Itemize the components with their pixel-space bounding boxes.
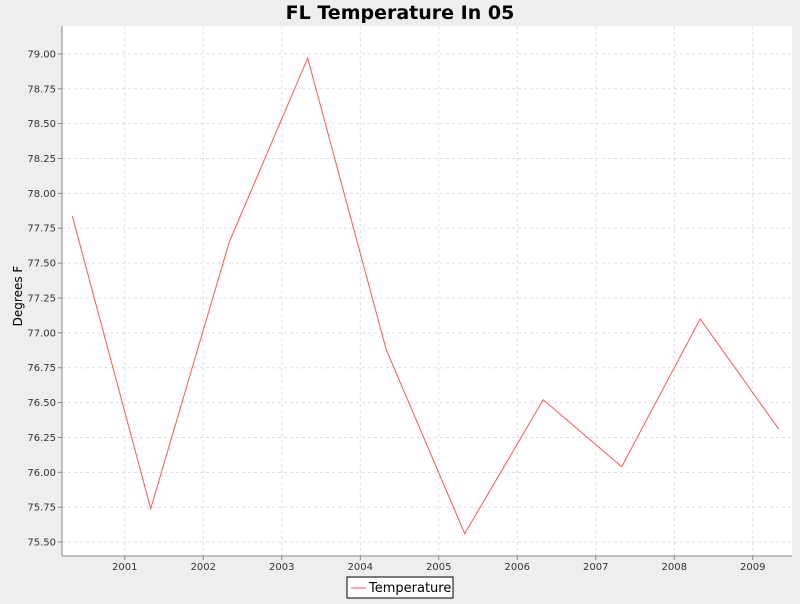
- y-tick-label: 77.00: [27, 328, 56, 339]
- x-tick-label: 2001: [112, 562, 137, 573]
- series-layer: [71, 56, 780, 535]
- tick-labels: 75.50 75.75 76.00 76.25 76.50 76.75 77.00 77.25…: [27, 49, 765, 573]
- x-tick-label: 2006: [505, 562, 530, 573]
- y-tick-label: 77.50: [27, 259, 56, 270]
- x-tick-label: 2007: [583, 562, 608, 573]
- y-tick-label: 77.75: [27, 224, 56, 235]
- y-tick-label: 77.25: [27, 293, 56, 304]
- x-tick-label: 2004: [348, 562, 373, 573]
- chart-title: FL Temperature In 05: [286, 2, 515, 24]
- x-tick-label: 2008: [662, 562, 687, 573]
- y-tick-label: 76.50: [27, 398, 56, 409]
- y-axis-label: Degrees F: [11, 266, 25, 327]
- x-tick-label: 2003: [269, 562, 294, 573]
- legend-label: Temperature: [368, 581, 451, 596]
- y-tick-label: 76.25: [27, 433, 56, 444]
- y-tick-label: 78.25: [27, 154, 56, 165]
- series-line-temperature: [71, 56, 780, 535]
- x-tick-label: 2005: [426, 562, 451, 573]
- x-tick-label: 2009: [740, 562, 765, 573]
- plot-area: [62, 26, 792, 556]
- y-tick-label: 78.50: [27, 119, 56, 130]
- x-tick-label: 2002: [191, 562, 216, 573]
- legend-box: [346, 576, 454, 599]
- y-tick-label: 75.75: [27, 503, 56, 514]
- grid-lines: [62, 26, 792, 556]
- y-tick-label: 78.00: [27, 189, 56, 200]
- legend: Temperature: [346, 576, 454, 599]
- y-tick-label: 76.00: [27, 468, 56, 479]
- y-tick-label: 75.50: [27, 538, 56, 549]
- y-tick-label: 78.75: [27, 84, 56, 95]
- y-tick-label: 79.00: [27, 49, 56, 60]
- y-tick-label: 76.75: [27, 363, 56, 374]
- axes: [58, 26, 792, 560]
